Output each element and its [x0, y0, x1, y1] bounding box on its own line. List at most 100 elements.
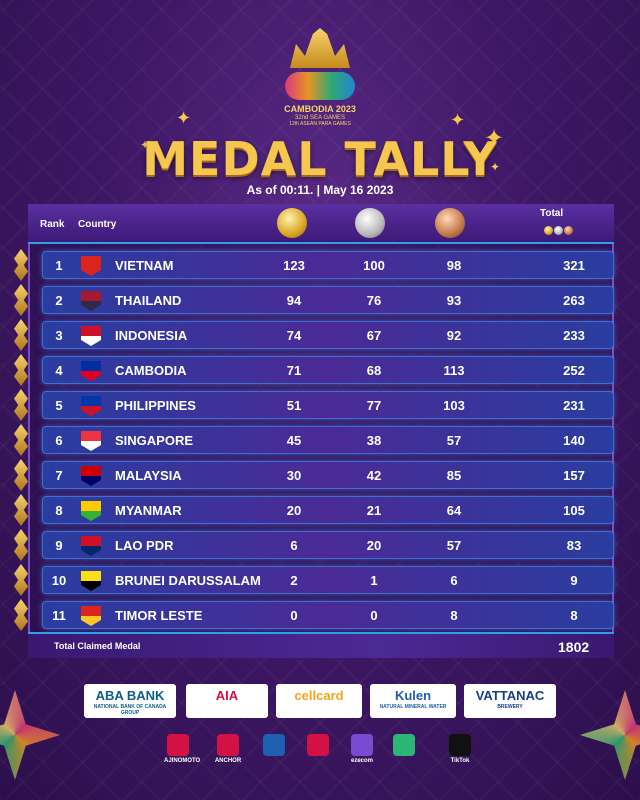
rank-cell: 3 — [55, 328, 63, 343]
page-title: MEDAL TALLY — [142, 132, 498, 186]
table-row: 10 BRUNEI DARUSSALAM 2 1 6 9 — [42, 566, 614, 594]
row-ornament-icon — [14, 599, 28, 631]
sponsor-name: AIA — [215, 688, 239, 703]
minor-sponsor-logo — [304, 734, 332, 758]
games-emblem-icon — [285, 72, 355, 100]
silver-cell: 0 — [370, 608, 378, 623]
sponsor-logo: Kulen NATURAL MINERAL WATER — [370, 684, 456, 718]
rank-cell: 4 — [55, 363, 63, 378]
gold-cell: 74 — [286, 328, 302, 343]
total-cell: 9 — [570, 573, 578, 588]
silver-cell: 76 — [366, 293, 382, 308]
bronze-cell: 93 — [446, 293, 462, 308]
gold-cell: 0 — [290, 608, 298, 623]
rank-cell: 1 — [55, 258, 63, 273]
table-row: 2 THAILAND 94 76 93 263 — [42, 286, 614, 314]
sponsor-name: Kulen — [394, 688, 432, 703]
gold-mini-icon — [544, 226, 553, 235]
total-claimed-value: 1802 — [558, 639, 590, 655]
rank-cell: 7 — [55, 468, 63, 483]
bronze-medal-icon — [435, 208, 465, 238]
country-cell: TIMOR LESTE — [115, 608, 203, 623]
bronze-cell: 57 — [446, 538, 462, 553]
sparkle-icon: ✦ — [490, 160, 501, 174]
row-ornament-icon — [14, 389, 28, 421]
silver-cell: 42 — [366, 468, 382, 483]
country-cell: MALAYSIA — [115, 468, 182, 483]
flag-icon — [81, 606, 101, 626]
header-rank: Rank — [40, 219, 65, 230]
gold-cell: 123 — [283, 258, 305, 273]
silver-cell: 68 — [366, 363, 382, 378]
minor-sponsor-logo — [260, 734, 288, 758]
sparkle-icon: ✦ — [176, 108, 192, 128]
sponsor-mark-icon — [263, 734, 285, 756]
total-cell: 105 — [563, 503, 585, 518]
as-of-timestamp: As of 00:11. | May 16 2023 — [246, 183, 394, 197]
total-claimed-row: Total Claimed Medal 1802 — [28, 632, 614, 658]
rank-cell: 9 — [55, 538, 63, 553]
minor-sponsor-logo — [390, 734, 418, 758]
bronze-mini-icon — [564, 226, 573, 235]
sponsor-logo: VATTANAC BREWERY — [464, 684, 556, 718]
row-ornament-icon — [14, 284, 28, 316]
minor-sponsor-logo: ANCHOR — [214, 734, 242, 764]
sponsor-name: ABA BANK — [95, 688, 165, 703]
minor-sponsor-name: AJINOMOTO — [164, 758, 201, 764]
total-claimed-label: Total Claimed Medal — [54, 641, 141, 651]
bronze-cell: 64 — [446, 503, 462, 518]
row-ornament-icon — [14, 319, 28, 351]
table-row: 3 INDONESIA 74 67 92 233 — [42, 321, 614, 349]
minor-sponsor-logo: AJINOMOTO — [164, 734, 201, 764]
table-row: 1 VIETNAM 123 100 98 321 — [42, 251, 614, 279]
minor-sponsor-logo: TikTok — [446, 734, 474, 764]
gold-cell: 94 — [286, 293, 302, 308]
logo-line3: 12th ASEAN PARA GAMES — [289, 121, 351, 127]
gold-cell: 51 — [286, 398, 302, 413]
table-row: 8 MYANMAR 20 21 64 105 — [42, 496, 614, 524]
sponsor-logo: AIA — [186, 684, 268, 718]
header-country: Country — [78, 219, 117, 230]
silver-cell: 21 — [366, 503, 382, 518]
flag-icon — [81, 536, 101, 556]
rank-cell: 2 — [55, 293, 63, 308]
sponsor-mark-icon — [393, 734, 415, 756]
flag-icon — [81, 291, 101, 311]
flag-icon — [81, 361, 101, 381]
gold-cell: 20 — [286, 503, 302, 518]
table-row: 5 PHILIPPINES 51 77 103 231 — [42, 391, 614, 419]
country-cell: THAILAND — [115, 293, 182, 308]
row-ornament-icon — [14, 424, 28, 456]
sparkle-icon: ✦ — [140, 138, 151, 152]
total-cell: 140 — [563, 433, 585, 448]
total-cell: 8 — [570, 608, 578, 623]
gold-cell: 45 — [286, 433, 302, 448]
sponsor-name: cellcard — [294, 688, 344, 703]
table-row: 6 SINGAPORE 45 38 57 140 — [42, 426, 614, 454]
sparkle-icon: ✦ — [484, 125, 505, 152]
total-cell: 157 — [563, 468, 585, 483]
rank-cell: 5 — [55, 398, 63, 413]
silver-cell: 20 — [366, 538, 382, 553]
total-cell: 231 — [563, 398, 585, 413]
row-ornament-icon — [14, 459, 28, 491]
bronze-cell: 8 — [450, 608, 458, 623]
silver-cell: 67 — [366, 328, 382, 343]
row-ornament-icon — [14, 564, 28, 596]
silver-cell: 100 — [363, 258, 385, 273]
flag-icon — [81, 431, 101, 451]
bronze-cell: 103 — [443, 398, 465, 413]
sponsor-logo: ABA BANK NATIONAL BANK OF CANADA GROUP — [84, 684, 176, 718]
sponsor-name: VATTANAC — [475, 688, 545, 703]
silver-cell: 1 — [370, 573, 378, 588]
sponsor-logo: cellcard — [276, 684, 362, 718]
sponsor-subtitle: NATIONAL BANK OF CANADA GROUP — [93, 704, 167, 716]
flag-icon — [81, 396, 101, 416]
table-row: 9 LAO PDR 6 20 57 83 — [42, 531, 614, 559]
sponsor-mark-icon — [307, 734, 329, 756]
country-cell: MYANMAR — [115, 503, 182, 518]
logo-line1: CAMBODIA 2023 — [284, 104, 356, 114]
sponsor-mark-icon — [351, 734, 373, 756]
silver-medal-icon — [355, 208, 385, 238]
gold-cell: 71 — [286, 363, 302, 378]
